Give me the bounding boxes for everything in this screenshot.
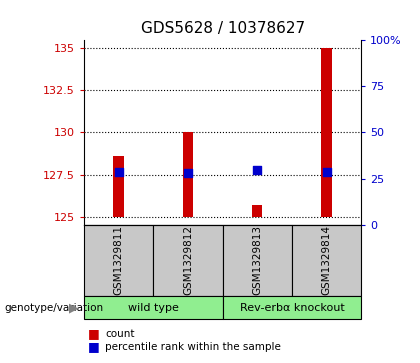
Text: GSM1329812: GSM1329812 [183,225,193,295]
Bar [183,132,193,217]
Bar [84,225,153,296]
Text: ■: ■ [88,340,100,353]
Bar [292,225,361,296]
Bar [321,48,332,217]
Text: genotype/variation: genotype/variation [4,303,103,313]
Bar [84,296,223,319]
Point [254,167,260,172]
Bar [113,156,124,217]
Bar [223,225,292,296]
Point [185,170,192,176]
Bar [223,296,361,319]
Text: Rev-erbα knockout: Rev-erbα knockout [239,303,344,313]
Bar [252,205,262,217]
Text: GSM1329811: GSM1329811 [114,225,123,295]
Bar [153,225,223,296]
Text: ▶: ▶ [69,301,78,314]
Text: GSM1329813: GSM1329813 [252,225,262,295]
Text: GSM1329814: GSM1329814 [322,225,331,295]
Text: wild type: wild type [128,303,179,313]
Text: ■: ■ [88,327,100,340]
Point [323,170,330,175]
Point [115,170,122,175]
Text: percentile rank within the sample: percentile rank within the sample [105,342,281,352]
Text: count: count [105,329,134,339]
Title: GDS5628 / 10378627: GDS5628 / 10378627 [141,21,304,36]
